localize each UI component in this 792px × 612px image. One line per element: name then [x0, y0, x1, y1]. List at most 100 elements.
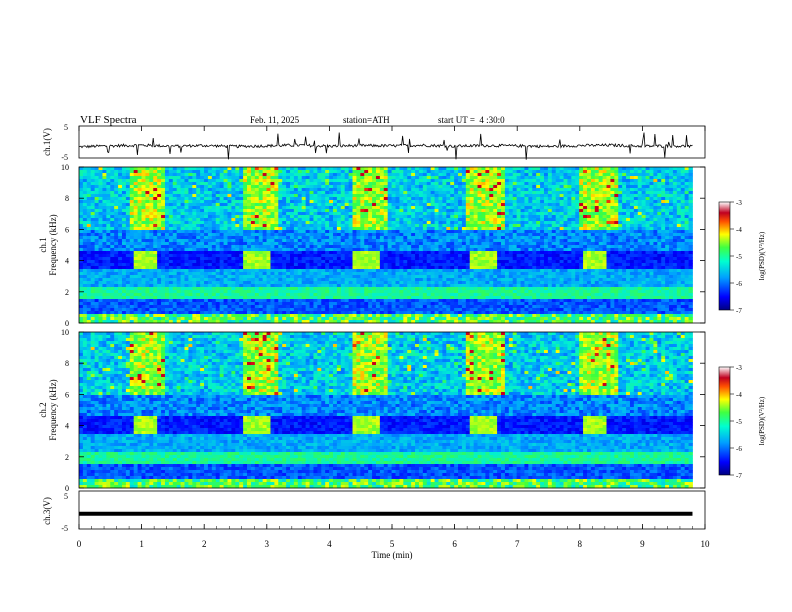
spectrogram-cell: [286, 170, 291, 174]
spectrogram-cell: [192, 287, 197, 291]
spectrogram-cell: [215, 203, 221, 207]
spectrogram-cell: [243, 260, 248, 264]
spectrogram-cell: [94, 224, 99, 228]
spectrogram-cell: [153, 254, 158, 258]
spectrogram-cell: [118, 278, 123, 282]
spectrogram-cell: [211, 314, 217, 318]
spectrogram-cell: [391, 311, 396, 315]
spectrogram-cell: [98, 296, 103, 300]
spectrogram-cell: [286, 188, 291, 192]
spectrogram-cell: [407, 218, 412, 222]
spectrogram-cell: [340, 185, 346, 189]
spectrogram-cell: [309, 278, 314, 282]
spectrogram-cell: [239, 212, 244, 216]
spectrogram-cell: [137, 185, 142, 189]
spectrogram-cell: [387, 257, 392, 261]
spectrogram-cell: [180, 230, 185, 234]
spectrogram-cell: [403, 221, 408, 225]
spectrogram-cell: [82, 185, 88, 189]
spectrogram-cell: [442, 314, 447, 318]
spectrogram-cell: [90, 245, 96, 249]
spectrogram-cell: [219, 230, 224, 234]
spectrogram-cell: [157, 260, 162, 264]
spectrogram-cell: [86, 227, 92, 231]
spectrogram-cell: [227, 221, 232, 225]
spectrogram-cell: [188, 200, 193, 204]
spectrogram-cell: [262, 272, 267, 276]
spectrogram-cell: [391, 266, 396, 270]
spectrogram-cell: [313, 245, 318, 249]
spectrogram-cell: [332, 257, 338, 261]
spectrogram-cell: [153, 284, 158, 288]
spectrogram-cell: [274, 206, 279, 210]
spectrogram-cell: [270, 287, 275, 291]
spectrogram-cell: [219, 269, 224, 273]
spectrogram-cell: [442, 245, 447, 249]
spectrogram-cell: [204, 224, 209, 228]
spectrogram-cell: [422, 281, 428, 285]
spectrogram-cell: [192, 212, 197, 216]
spectrogram-cell: [172, 176, 178, 180]
spectrogram-cell: [395, 179, 400, 183]
spectrogram-cell: [266, 170, 271, 174]
spectrogram-cell: [332, 272, 338, 276]
spectrogram-cell: [121, 251, 127, 255]
spectrogram-cell: [301, 191, 307, 195]
spectrogram-cell: [313, 251, 318, 255]
spectrogram-cell: [86, 173, 92, 177]
spectrogram-cell: [149, 278, 154, 282]
spectrogram-cell: [192, 230, 197, 234]
spectrogram-cell: [266, 257, 271, 261]
spectrogram-cell: [418, 302, 424, 306]
spectrogram-cell: [360, 266, 365, 270]
spectrogram-cell: [391, 275, 396, 279]
spectrogram-cell: [192, 191, 197, 195]
spectrogram-cell: [110, 245, 115, 249]
spectrogram-cell: [239, 242, 244, 246]
spectrogram-cell: [227, 272, 232, 276]
spectrogram-cell: [352, 269, 357, 273]
spectrogram-cell: [336, 266, 342, 270]
spectrogram-cell: [86, 320, 92, 324]
spectrogram-cell: [188, 167, 193, 171]
spectrogram-cell: [98, 272, 103, 276]
spectrogram-cell: [446, 191, 451, 195]
spectrogram-cell: [231, 263, 236, 267]
spectrogram-cell: [110, 200, 115, 204]
spectrogram-cell: [172, 260, 178, 264]
spectrogram-cell: [321, 281, 326, 285]
spectrogram-cell: [301, 245, 307, 249]
spectrogram-cell: [446, 260, 451, 264]
spectrogram-cell: [348, 218, 353, 222]
spectrogram-cell: [344, 194, 350, 198]
spectrogram-cell: [336, 239, 342, 243]
spectrogram-cell: [450, 212, 455, 216]
spectrogram-cell: [274, 236, 279, 240]
spectrogram-cell: [368, 275, 373, 279]
spectrogram-cell: [415, 209, 420, 213]
spectrogram-cell: [172, 188, 178, 192]
spectrogram-cell: [407, 317, 412, 321]
spectrogram-cell: [426, 254, 432, 258]
spectrogram-cell: [352, 308, 357, 312]
spectrogram-cell: [274, 224, 279, 228]
spectrogram-cell: [231, 173, 236, 177]
spectrogram-cell: [418, 257, 424, 261]
spectrogram-cell: [157, 167, 162, 171]
spectrogram-cell: [383, 293, 389, 297]
spectrogram-cell: [121, 248, 127, 252]
spectrogram-cell: [340, 239, 346, 243]
spectrogram-cell: [149, 176, 154, 180]
spectrogram-cell: [110, 179, 115, 183]
spectrogram-cell: [364, 212, 369, 216]
spectrogram-cell: [426, 221, 432, 225]
spectrogram-cell: [278, 194, 283, 198]
spectrogram-cell: [102, 218, 107, 222]
spectrogram-cell: [418, 269, 424, 273]
spectrogram-cell: [379, 308, 385, 312]
spectrogram-cell: [164, 203, 170, 207]
spectrogram-cell: [204, 227, 209, 231]
spectrogram-cell: [94, 320, 99, 324]
spectrogram-cell: [129, 224, 135, 228]
spectrogram-cell: [297, 251, 303, 255]
